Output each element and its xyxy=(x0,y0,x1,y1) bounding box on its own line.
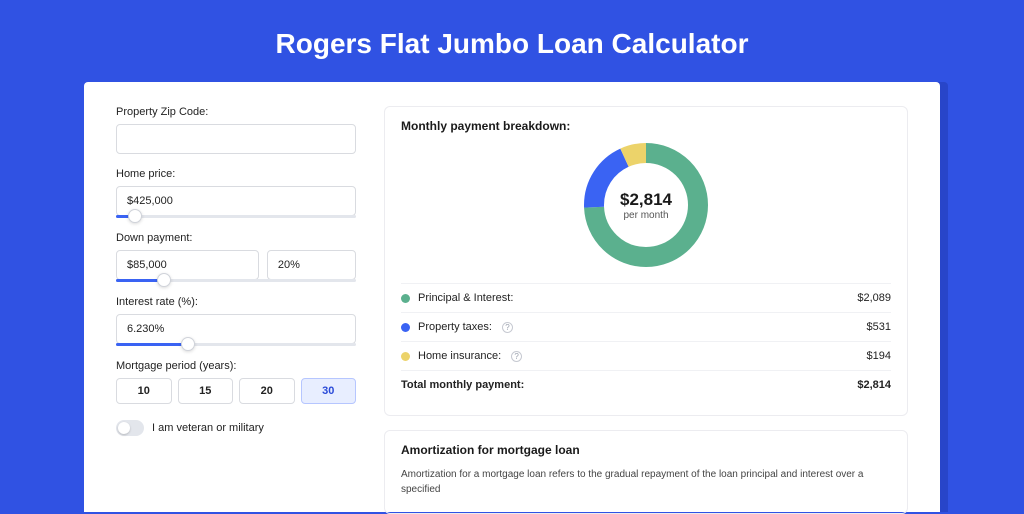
down-payment-slider[interactable] xyxy=(116,279,356,282)
interest-rate-slider-thumb[interactable] xyxy=(181,337,195,351)
legend-row: Home insurance: ? $194 xyxy=(401,341,891,370)
down-payment-slider-thumb[interactable] xyxy=(157,273,171,287)
breakdown-column: Monthly payment breakdown: $2,814 per mo… xyxy=(384,106,908,512)
field-interest-rate: Interest rate (%): xyxy=(116,296,356,346)
mortgage-period-label: Mortgage period (years): xyxy=(116,360,356,372)
info-icon[interactable]: ? xyxy=(511,351,522,362)
amortization-title: Amortization for mortgage loan xyxy=(401,443,891,457)
calculator-card: Property Zip Code: Home price: Down paym… xyxy=(84,82,940,512)
legend-swatch xyxy=(401,323,410,332)
down-payment-label: Down payment: xyxy=(116,232,356,244)
veteran-toggle-row: I am veteran or military xyxy=(116,420,356,436)
legend-value: $2,089 xyxy=(857,292,891,304)
period-btn-15[interactable]: 15 xyxy=(178,378,234,404)
donut-chart-wrap: $2,814 per month xyxy=(401,143,891,267)
donut-center: $2,814 per month xyxy=(584,143,708,267)
legend-value: $531 xyxy=(867,321,891,333)
amortization-panel: Amortization for mortgage loan Amortizat… xyxy=(384,430,908,514)
legend-row: Principal & Interest: $2,089 xyxy=(401,283,891,312)
legend-label: Property taxes: xyxy=(418,321,492,333)
period-btn-10[interactable]: 10 xyxy=(116,378,172,404)
zip-label: Property Zip Code: xyxy=(116,106,356,118)
interest-rate-label: Interest rate (%): xyxy=(116,296,356,308)
veteran-label: I am veteran or military xyxy=(152,422,264,434)
donut-amount: $2,814 xyxy=(620,190,672,210)
page-title: Rogers Flat Jumbo Loan Calculator xyxy=(0,0,1024,82)
donut-sub: per month xyxy=(623,210,668,221)
veteran-toggle[interactable] xyxy=(116,420,144,436)
field-down-payment: Down payment: xyxy=(116,232,356,282)
breakdown-title: Monthly payment breakdown: xyxy=(401,119,891,133)
interest-rate-slider-fill xyxy=(116,343,188,346)
legend-label: Principal & Interest: xyxy=(418,292,513,304)
field-home-price: Home price: xyxy=(116,168,356,218)
legend-label: Home insurance: xyxy=(418,350,501,362)
legend-total-row: Total monthly payment: $2,814 xyxy=(401,370,891,399)
zip-input[interactable] xyxy=(116,124,356,154)
interest-rate-input[interactable] xyxy=(116,314,356,344)
period-btn-20[interactable]: 20 xyxy=(239,378,295,404)
legend-row: Property taxes: ? $531 xyxy=(401,312,891,341)
home-price-input[interactable] xyxy=(116,186,356,216)
total-value: $2,814 xyxy=(857,379,891,391)
field-mortgage-period: Mortgage period (years): 10152030 xyxy=(116,360,356,404)
down-payment-pct-input[interactable] xyxy=(267,250,356,280)
breakdown-panel: Monthly payment breakdown: $2,814 per mo… xyxy=(384,106,908,416)
form-column: Property Zip Code: Home price: Down paym… xyxy=(116,106,356,512)
field-zip: Property Zip Code: xyxy=(116,106,356,154)
legend-swatch xyxy=(401,352,410,361)
mortgage-period-buttons: 10152030 xyxy=(116,378,356,404)
legend-swatch xyxy=(401,294,410,303)
down-payment-amount-input[interactable] xyxy=(116,250,259,280)
home-price-slider[interactable] xyxy=(116,215,356,218)
home-price-label: Home price: xyxy=(116,168,356,180)
amortization-text: Amortization for a mortgage loan refers … xyxy=(401,467,891,497)
card-shadow: Property Zip Code: Home price: Down paym… xyxy=(84,82,948,512)
period-btn-30[interactable]: 30 xyxy=(301,378,357,404)
veteran-toggle-knob xyxy=(118,422,130,434)
total-label: Total monthly payment: xyxy=(401,379,524,391)
interest-rate-slider[interactable] xyxy=(116,343,356,346)
home-price-slider-thumb[interactable] xyxy=(128,209,142,223)
info-icon[interactable]: ? xyxy=(502,322,513,333)
donut-chart: $2,814 per month xyxy=(584,143,708,267)
legend-value: $194 xyxy=(867,350,891,362)
